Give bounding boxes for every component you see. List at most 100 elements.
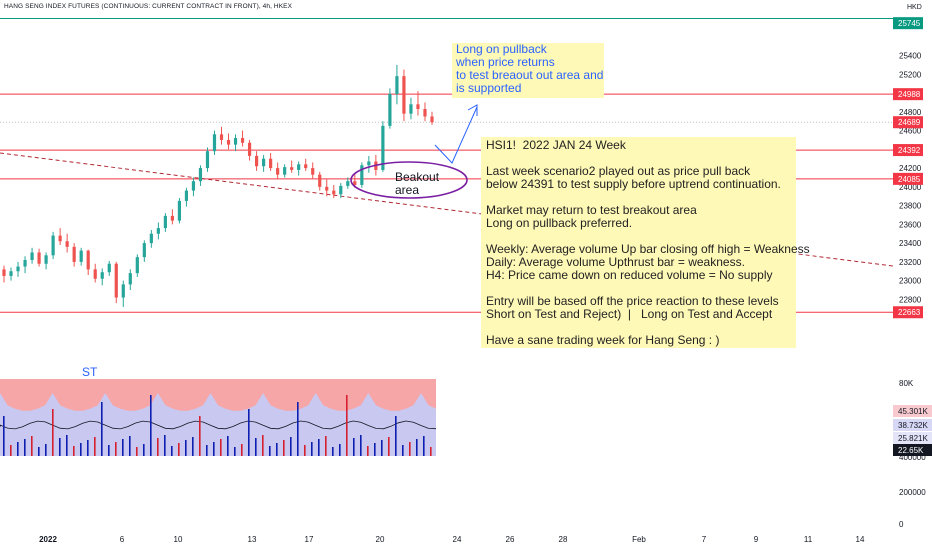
volume-bar	[178, 443, 180, 456]
volume-bar	[416, 439, 418, 456]
candle-body	[226, 139, 231, 145]
price-badge-text: 24392	[898, 146, 921, 155]
price-tick: 24200	[899, 164, 922, 173]
candle-body	[247, 142, 252, 156]
volume-bar	[52, 409, 54, 456]
candle-body	[240, 138, 245, 143]
volume-bar	[332, 447, 334, 456]
price-tick: 24800	[899, 108, 922, 117]
candle-body	[395, 76, 399, 94]
analysis-line: Short on Test and Reject) | Long on Test…	[486, 307, 773, 321]
arrow-head	[467, 104, 478, 116]
long-on-pullback-note[interactable]: Long on pullback when price returns to t…	[452, 43, 604, 98]
price-badge	[893, 144, 923, 157]
candle-body	[318, 174, 322, 187]
candle-body	[163, 215, 167, 229]
candle-body	[297, 164, 301, 170]
time-tick: 11	[804, 535, 813, 544]
volume-bar	[185, 440, 187, 456]
candle-body	[44, 255, 48, 264]
candle-body	[409, 104, 413, 114]
volume-bar	[339, 444, 341, 456]
candle-body	[72, 246, 76, 262]
candle-body	[191, 181, 196, 191]
analysis-line: Have a sane trading week for Hang Seng :…	[486, 333, 720, 347]
candle-body	[416, 104, 420, 109]
volume-bar	[3, 416, 5, 456]
price-tick: 22800	[899, 295, 922, 304]
candle-body	[388, 93, 392, 126]
candle-body	[100, 272, 104, 279]
price-badge-text: 24689	[898, 118, 921, 127]
candle-body	[79, 250, 83, 262]
candle-body	[212, 134, 217, 152]
price-badge	[893, 306, 923, 319]
volume-bar	[129, 436, 131, 456]
candle-body	[269, 158, 273, 169]
volume-bar	[311, 442, 313, 456]
time-tick: 10	[174, 535, 183, 544]
volume-band	[0, 393, 436, 456]
candle-body	[177, 200, 182, 221]
candle-body	[283, 167, 287, 175]
volume-axis-label: 0	[899, 520, 904, 529]
st-label: ST	[82, 365, 98, 379]
volume-bar	[87, 440, 89, 456]
time-tick: 6	[120, 535, 125, 544]
volume-bar	[388, 437, 390, 456]
candle-body	[254, 155, 259, 167]
breakout-area-label[interactable]: Beakout area	[395, 170, 440, 197]
candle-body	[121, 284, 125, 298]
candle-body	[430, 116, 434, 123]
volume-bar	[115, 442, 117, 456]
candle-body	[93, 269, 97, 279]
price-tick: 23800	[899, 202, 922, 211]
volume-bar	[227, 436, 229, 456]
volume-axis-label: 200000	[899, 488, 926, 497]
pullback-arrow	[434, 106, 478, 164]
volume-bar	[101, 402, 103, 456]
candle-body	[107, 263, 111, 273]
time-tick: 26	[506, 535, 515, 544]
volume-bar	[45, 444, 47, 456]
volume-bar	[108, 445, 110, 456]
time-tick: 2022	[39, 535, 57, 544]
weekly-analysis-note[interactable]: HSI1! 2022 JAN 24 Week Last week scenario…	[481, 137, 810, 348]
candle-body	[205, 151, 210, 169]
price-tick: 23400	[899, 239, 922, 248]
price-badge	[893, 172, 923, 185]
candle-body	[30, 252, 34, 260]
candle-body	[65, 241, 69, 247]
analysis-line: Entry will be based off the price reacti…	[486, 294, 779, 308]
candle-body	[2, 269, 6, 276]
price-badge-text: 24988	[898, 90, 921, 99]
candle-body	[325, 186, 329, 191]
candle-body	[367, 161, 371, 166]
candle-body	[360, 165, 364, 185]
price-tick: 23600	[899, 220, 922, 229]
analysis-line: HSI1! 2022 JAN 24 Week	[486, 138, 626, 152]
candle-body	[23, 259, 27, 267]
volume-bar	[255, 438, 257, 456]
volume-bar	[80, 443, 82, 456]
volume-bar	[283, 440, 285, 456]
candle-body	[332, 190, 336, 195]
analysis-line: Long on pullback preferred.	[486, 216, 633, 230]
volume-bar	[73, 446, 75, 456]
time-tick: 28	[559, 535, 568, 544]
price-badge	[893, 88, 923, 101]
volume-bar	[143, 444, 145, 456]
candle-body	[304, 164, 308, 169]
price-badge-text: 25745	[898, 19, 921, 28]
candle-body	[149, 233, 153, 244]
analysis-line: Market may return to test breakout area	[486, 203, 697, 217]
candle-body	[9, 271, 13, 276]
candle-body	[58, 235, 62, 242]
volume-badge	[893, 405, 932, 417]
volume-bar	[136, 447, 138, 456]
volume-bar	[402, 445, 404, 456]
candle-body	[353, 181, 357, 185]
time-tick: Feb	[632, 535, 646, 544]
volume-bar	[234, 447, 236, 456]
